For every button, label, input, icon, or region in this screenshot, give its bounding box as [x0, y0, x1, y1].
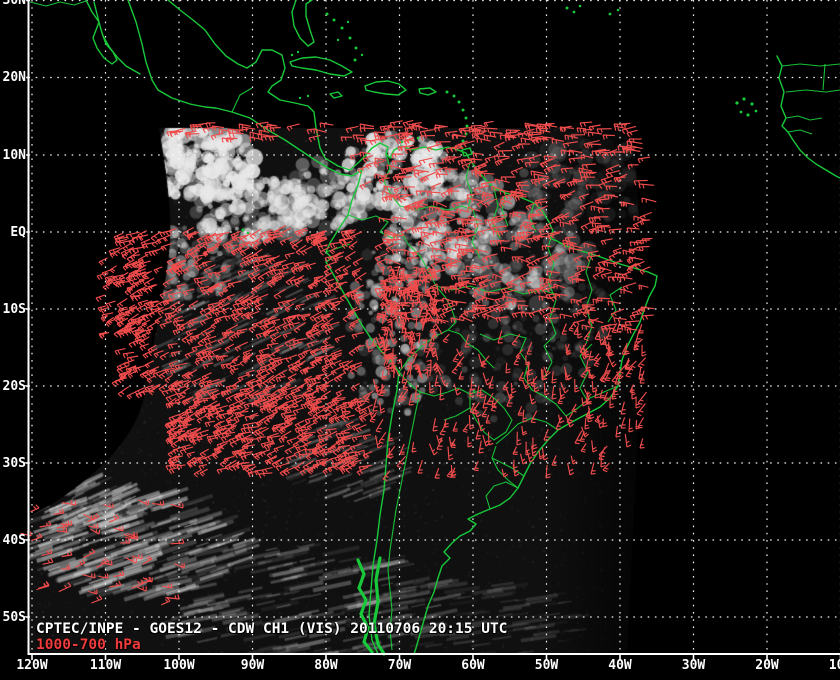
wind-barb-cluster-pacific-b [164, 388, 374, 479]
product-caption: CPTEC/INPE - GOES12 - CDW CH1 (VIS) 2011… [36, 621, 507, 653]
caption-pressure-layer: 1000-700 hPa [36, 637, 141, 653]
island-dots-layer [241, 4, 758, 235]
lat-label-40S: 40S [2, 532, 26, 548]
wind-barb-cluster-bottom-left [20, 499, 185, 606]
lon-label-10W: 10W [828, 658, 840, 673]
lat-label-20S: 20S [2, 378, 26, 394]
wind-barbs-layer [20, 119, 657, 606]
lat-label-10S: 10S [2, 301, 26, 317]
latlon-grid [28, 0, 840, 654]
lon-label-120W: 120W [16, 658, 48, 673]
wind-barb-cluster-venezuela-w [374, 182, 537, 324]
wind-barb-cluster-top-edge [166, 119, 638, 143]
lon-label-70W: 70W [387, 658, 412, 673]
coastline-layer [85, 0, 840, 655]
lon-label-100W: 100W [163, 658, 195, 673]
lon-label-110W: 110W [89, 658, 122, 673]
caption-title: CPTEC/INPE - GOES12 - CDW CH1 (VIS) 2011… [36, 621, 508, 637]
lat-label-EQ: EQ [10, 224, 26, 240]
wind-barb-cluster-venezuela-e [525, 190, 657, 334]
lat-label-20N: 20N [2, 70, 26, 85]
wind-barb-cluster-brazil-mid [357, 329, 647, 482]
axis-frame-layer [23, 0, 840, 660]
wind-barb-cluster-amazon-sparse [558, 320, 647, 430]
lat-label-10N: 10N [2, 147, 26, 163]
lon-label-60W: 60W [461, 658, 485, 673]
wind-barb-cluster-pacific-a [111, 224, 367, 401]
lon-label-40W: 40W [608, 658, 632, 673]
lon-label-80W: 80W [314, 658, 338, 673]
chile-fjords-layer [356, 556, 386, 656]
lat-label-30S: 30S [2, 455, 26, 471]
lon-label-90W: 90W [240, 658, 265, 673]
wind-barb-cluster-caribbean [349, 128, 655, 191]
wind-barb-cluster-andes-column [378, 265, 444, 380]
lat-label-30N: 30N [2, 0, 26, 8]
lat-label-50S: 50S [2, 609, 26, 625]
lon-label-50W: 50W [534, 658, 559, 673]
wind-barb-cluster-fringe-left [95, 247, 160, 343]
lon-label-20W: 20W [755, 658, 779, 673]
lon-label-30W: 30W [681, 658, 706, 673]
